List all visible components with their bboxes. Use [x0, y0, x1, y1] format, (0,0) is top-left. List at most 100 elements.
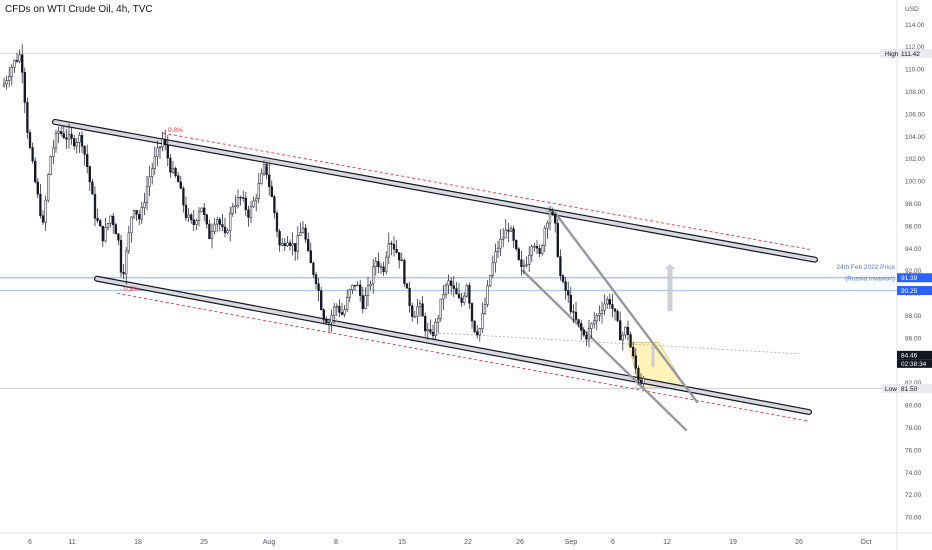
candle-down [239, 197, 242, 199]
price-tick-label: 108.00 [905, 89, 925, 96]
projection-line [430, 332, 800, 355]
candle-down [507, 229, 510, 232]
candle-up [210, 231, 214, 240]
russia-label-line1: 24th Feb 2022 Price [836, 264, 895, 271]
candle-up [533, 246, 536, 248]
candle-up [75, 142, 78, 147]
time-tick-label: 11 [68, 539, 75, 546]
candle-down [307, 239, 310, 251]
channel-lines [52, 118, 818, 432]
candle-up [52, 147, 55, 157]
candle-down [268, 174, 271, 187]
candle-down [572, 311, 575, 313]
candle-up [158, 146, 162, 149]
candle-down [23, 72, 26, 103]
candle-down [122, 272, 125, 275]
candle-up [213, 223, 216, 232]
candle-down [270, 186, 273, 197]
time-tick-label: 19 [729, 539, 737, 546]
pivot-marker [430, 329, 440, 336]
arrow-up-large-shaft [667, 269, 673, 312]
arrow-up-small [649, 345, 657, 368]
current-price-tag-bg [897, 350, 932, 360]
candle-up [299, 232, 302, 236]
candle-up [385, 256, 388, 272]
candle-down [114, 224, 117, 235]
candle-down [91, 181, 94, 195]
candle-up [369, 283, 372, 287]
candle-down [585, 334, 588, 340]
candle-down [577, 319, 580, 324]
high-label: High [885, 51, 899, 58]
candle-down [86, 154, 89, 167]
candle-up [387, 243, 390, 258]
candle-down [520, 259, 523, 267]
arrow-up-large-head [664, 264, 676, 270]
candle-up [496, 247, 500, 252]
candle-up [140, 207, 143, 220]
price-tick-label: 80.00 [905, 403, 922, 410]
price-tick-label: 98.00 [905, 201, 922, 208]
pivot-marker [545, 206, 555, 213]
candle-down [403, 260, 406, 284]
candle-down [166, 144, 169, 159]
candle-down [377, 261, 380, 268]
candle-up [236, 197, 240, 206]
candle-up [541, 245, 544, 254]
candle-up [603, 303, 606, 311]
candle-down [405, 283, 409, 289]
candle-down [205, 214, 208, 225]
pivot-marker [60, 126, 70, 133]
candle-down [101, 225, 104, 242]
low-tag-text: 81.50 [901, 386, 918, 393]
candle-down [395, 249, 398, 253]
candle-down [554, 214, 557, 224]
candle-down [450, 280, 453, 286]
candle-up [598, 313, 601, 316]
candle-up [127, 232, 130, 252]
candle-down [559, 256, 562, 276]
candle-up [195, 220, 198, 225]
candle-down [421, 303, 424, 317]
price-tick-label: 114.00 [905, 22, 925, 29]
candle-down [639, 379, 643, 384]
candle-up [10, 67, 13, 77]
arrow-up-large [664, 264, 676, 312]
candle-down [265, 163, 268, 176]
candle-up [151, 168, 154, 177]
candle-up [478, 328, 481, 336]
candle-up [346, 296, 349, 311]
candle-up [546, 222, 549, 229]
candle-down [538, 247, 541, 254]
candle-up [18, 54, 21, 62]
candle-down [320, 290, 323, 311]
candle-down [192, 219, 195, 225]
candle-down [632, 346, 635, 357]
time-tick-label: 6 [611, 539, 615, 546]
price-tick-label: 110.00 [905, 67, 925, 74]
candle-down [283, 243, 286, 247]
candle-up [54, 133, 58, 149]
candle-down [400, 259, 403, 262]
pct-top-label: - 0.8% [164, 127, 183, 134]
candle-down [312, 262, 315, 275]
candle-up [153, 156, 156, 169]
candle-down [221, 224, 224, 228]
candle-down [309, 250, 312, 264]
pct-bottom-label: - 0.8% [120, 286, 139, 293]
price-tick-label: 94.00 [905, 246, 922, 253]
russia-tag-2-text: 90.25 [901, 288, 918, 295]
candle-up [426, 329, 429, 332]
candle-up [148, 176, 151, 187]
candle-down [73, 138, 76, 147]
time-tick-label: 25 [200, 539, 208, 546]
candle-down [247, 209, 250, 218]
candle-down [452, 285, 455, 289]
candle-down [65, 137, 68, 140]
channel-lower-inner [95, 276, 811, 414]
candle-down [244, 197, 247, 211]
candle-up [330, 315, 333, 323]
